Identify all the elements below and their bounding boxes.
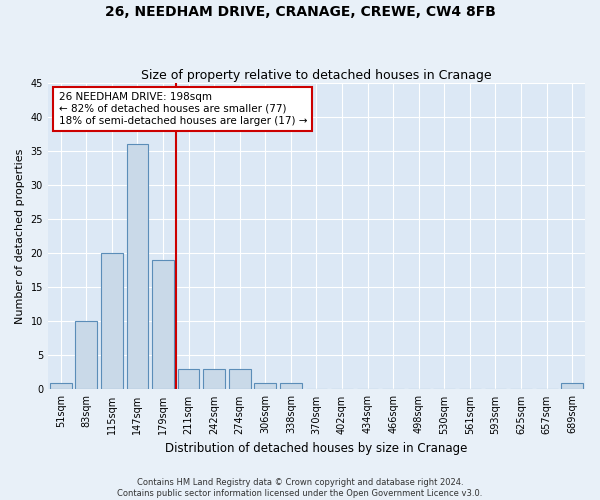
Title: Size of property relative to detached houses in Cranage: Size of property relative to detached ho… bbox=[141, 69, 492, 82]
Bar bbox=[229, 369, 251, 390]
X-axis label: Distribution of detached houses by size in Cranage: Distribution of detached houses by size … bbox=[165, 442, 467, 455]
Bar bbox=[101, 254, 123, 390]
Bar bbox=[152, 260, 174, 390]
Bar bbox=[178, 369, 199, 390]
Y-axis label: Number of detached properties: Number of detached properties bbox=[15, 148, 25, 324]
Bar bbox=[280, 382, 302, 390]
Bar bbox=[254, 382, 276, 390]
Bar bbox=[76, 322, 97, 390]
Bar bbox=[562, 382, 583, 390]
Bar bbox=[50, 382, 71, 390]
Text: 26, NEEDHAM DRIVE, CRANAGE, CREWE, CW4 8FB: 26, NEEDHAM DRIVE, CRANAGE, CREWE, CW4 8… bbox=[104, 5, 496, 19]
Bar bbox=[127, 144, 148, 390]
Text: 26 NEEDHAM DRIVE: 198sqm
← 82% of detached houses are smaller (77)
18% of semi-d: 26 NEEDHAM DRIVE: 198sqm ← 82% of detach… bbox=[59, 92, 307, 126]
Text: Contains HM Land Registry data © Crown copyright and database right 2024.
Contai: Contains HM Land Registry data © Crown c… bbox=[118, 478, 482, 498]
Bar bbox=[203, 369, 225, 390]
